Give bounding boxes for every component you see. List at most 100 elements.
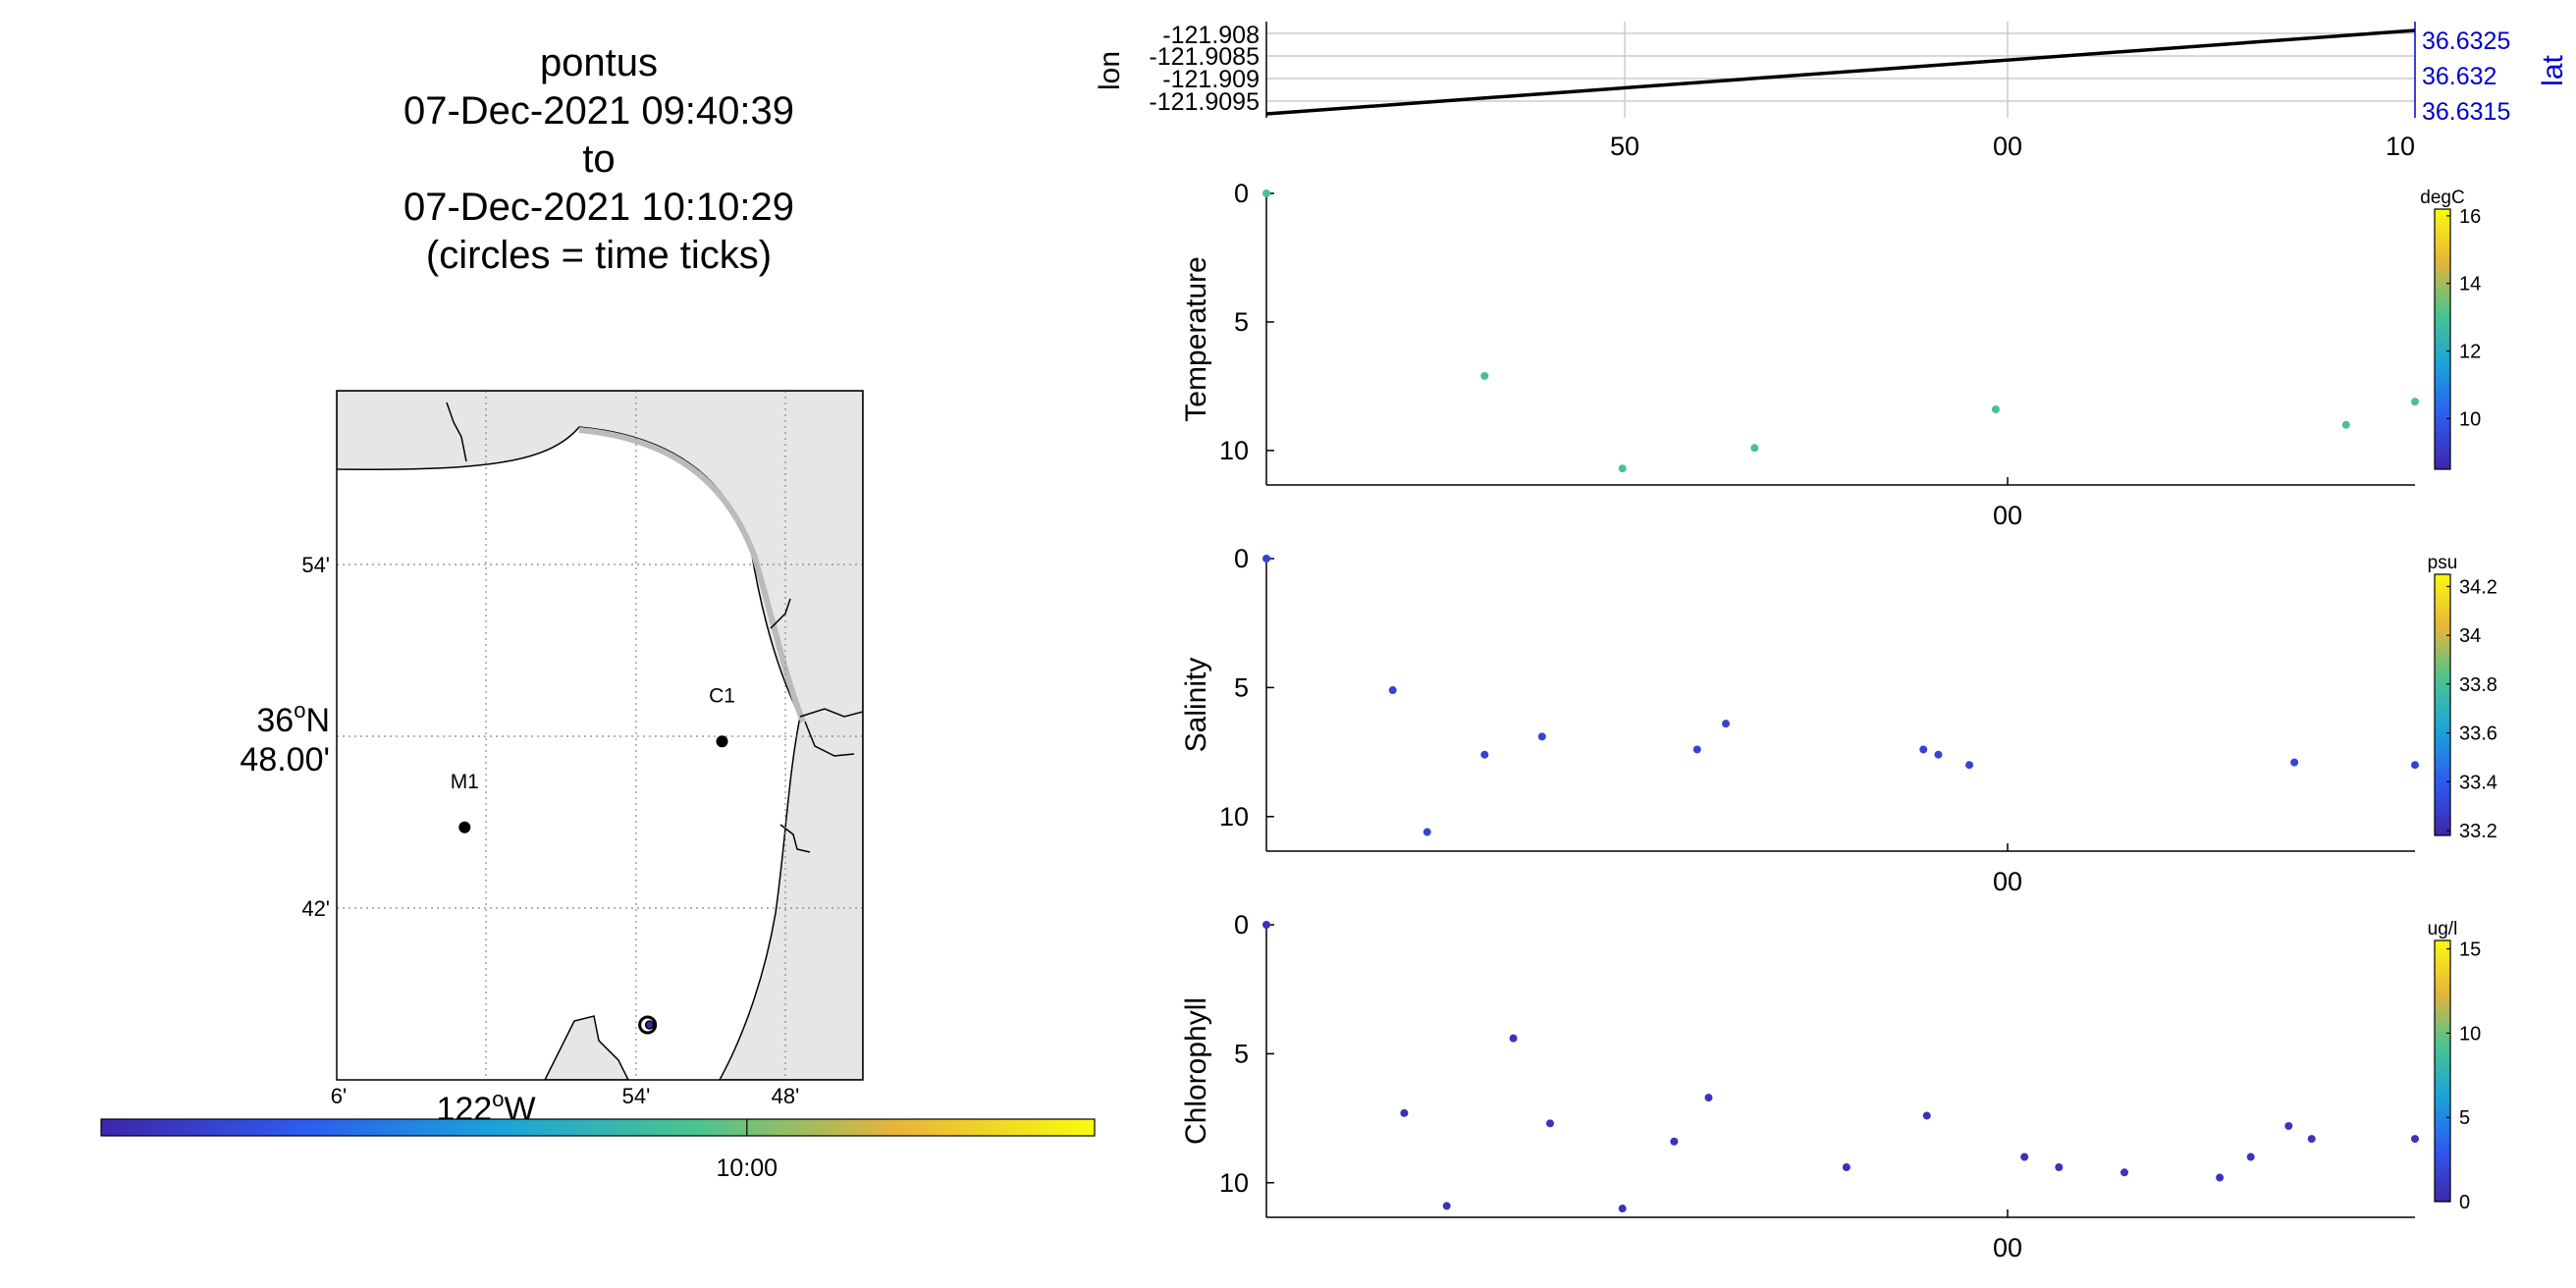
temperature-point-5 (2341, 420, 2350, 429)
map-river-3 (770, 598, 791, 629)
salinity-colorbar-unit: psu (2428, 553, 2458, 573)
map-lat-label-min: 48.00' (240, 741, 330, 778)
salinity-point-10 (2290, 758, 2299, 767)
salinity-colorbar-tick-label-3: 33.6 (2459, 724, 2497, 745)
map-coastline-shelf (578, 427, 806, 724)
temperature-x-tick-label: 00 (1993, 501, 2022, 530)
time-colorbar-gradient (100, 1118, 1096, 1137)
temperature-y-tick-label-2: 10 (1219, 436, 1249, 465)
station-label-c1: C1 (709, 684, 735, 707)
salinity-point-11 (2411, 761, 2419, 770)
lonlat-right-label: lat (2537, 54, 2569, 85)
lonlat-left-tick-1: -121.908 (1162, 22, 1260, 49)
map-harbor (779, 824, 811, 853)
map-frame (336, 390, 864, 1081)
title-line-1: pontus (539, 41, 659, 84)
map-lat-deg-value: 36 (256, 702, 294, 739)
lonlat-left-tick-2: -121.9085 (1149, 43, 1260, 71)
figure-title: pontus 07-Dec-2021 09:40:39 to 07-Dec-20… (255, 39, 942, 280)
chlorophyll-y-tick-label-0: 0 (1234, 910, 1249, 939)
chlorophyll-point-3 (1509, 1034, 1518, 1043)
map-lon-label-2: 54' (622, 1084, 651, 1108)
chlorophyll-point-7 (1704, 1094, 1713, 1102)
lonlat-right-tick-3: 36.6315 (2422, 98, 2510, 126)
temperature-point-6 (2411, 398, 2419, 406)
map-lon-label-3: 48' (772, 1084, 800, 1108)
temperature-colorbar-tick-label-1: 14 (2459, 274, 2481, 295)
temperature-colorbar-tick-label-0: 16 (2459, 206, 2481, 228)
map-lon-deg-sign: o (492, 1087, 504, 1111)
chlorophyll-point-15 (2284, 1121, 2293, 1130)
salinity-y-tick-label-0: 0 (1234, 544, 1249, 573)
title-line-3: to (582, 137, 616, 181)
temperature-y-label: Temperature (1180, 256, 1212, 421)
salinity-y-label: Salinity (1180, 658, 1212, 753)
lonlat-right-tick-1: 36.6325 (2422, 27, 2510, 55)
temperature-y-tick-label-1: 5 (1234, 307, 1249, 337)
salinity-point-1 (1388, 686, 1397, 695)
chlorophyll-panel: 0 5 10 00 Chlorophyll ug/l15 10 5 0 (1180, 910, 2481, 1262)
salinity-colorbar-tick-label-2: 33.8 (2459, 674, 2497, 696)
chlorophyll-point-12 (2120, 1168, 2128, 1177)
map-lat-deg-sign: o (294, 698, 305, 723)
temperature-colorbar-tick-label-2: 12 (2459, 342, 2481, 363)
station-marker-c1 (716, 735, 728, 748)
lonlat-right-tick-2: 36.632 (2422, 63, 2496, 90)
chlorophyll-point-6 (1670, 1137, 1679, 1146)
chlorophyll-point-13 (2216, 1173, 2225, 1182)
glider-position-marker (644, 1020, 655, 1030)
chlorophyll-point-4 (1545, 1119, 1554, 1128)
salinity-point-7 (1919, 745, 1928, 754)
salinity-colorbar-tick-label-5: 33.2 (2459, 821, 2497, 842)
salinity-x-tick-label: 00 (1993, 867, 2022, 896)
salinity-colorbar-tick-label-4: 33.4 (2459, 772, 2497, 793)
glider-time-tick-circle (638, 1015, 658, 1035)
salinity-point-4 (1537, 732, 1546, 741)
map-panel: 54' 36oN 48.00' 42' 6' 54' 48' 122oW C1M… (240, 390, 864, 1128)
station-label-m1: M1 (451, 771, 479, 793)
lonlat-panel: -121.908 -121.9085 -121.909 -121.9095 lo… (1094, 22, 2569, 161)
map-land (337, 391, 863, 1080)
chlorophyll-point-16 (2307, 1135, 2316, 1144)
temperature-point-4 (1991, 404, 2000, 413)
salinity-y-tick-label-1: 5 (1234, 672, 1249, 702)
map-river-2 (799, 708, 863, 757)
chlorophyll-colorbar-tick-label-2: 5 (2459, 1107, 2470, 1129)
time-colorbar: 10:00 (100, 1118, 1096, 1182)
station-marker-m1 (458, 821, 471, 833)
map-lat-label-bottom: 42' (301, 896, 330, 921)
chlorophyll-point-2 (1442, 1202, 1451, 1210)
chlorophyll-colorbar-unit: ug/l (2428, 919, 2458, 939)
lonlat-track-line (1265, 28, 2416, 116)
chlorophyll-point-10 (2020, 1153, 2029, 1161)
chlorophyll-point-8 (1842, 1163, 1851, 1172)
temperature-point-1 (1480, 371, 1489, 380)
lonlat-left-tick-3: -121.909 (1162, 66, 1260, 93)
chlorophyll-point-14 (2246, 1153, 2255, 1161)
map-stations: C1 M1 (451, 684, 735, 833)
chlorophyll-y-tick-label-2: 10 (1219, 1168, 1249, 1198)
chlorophyll-point-11 (2055, 1163, 2064, 1172)
map-lon-label-1: 6' (331, 1084, 347, 1108)
salinity-colorbar (2434, 573, 2451, 836)
chlorophyll-colorbar-tick-label-1: 10 (2459, 1023, 2481, 1045)
salinity-colorbar-tick-label-0: 34.2 (2459, 576, 2497, 598)
title-line-4: 07-Dec-2021 10:10:29 (402, 186, 795, 229)
salinity-point-0 (1262, 555, 1270, 563)
salinity-point-3 (1480, 750, 1489, 759)
chlorophyll-point-1 (1400, 1108, 1409, 1117)
map-glider-track (638, 1015, 658, 1035)
lonlat-x-tick-3: 10 (2386, 132, 2415, 161)
lonlat-x-tick-1: 50 (1610, 132, 1639, 161)
lonlat-left-tick-4: -121.9095 (1149, 88, 1260, 116)
chlorophyll-point-9 (1922, 1111, 1931, 1120)
chlorophyll-point-0 (1262, 921, 1270, 929)
map-lat-label-top: 54' (301, 553, 330, 577)
salinity-point-9 (1965, 761, 1974, 770)
chlorophyll-colorbar-tick-label-0: 15 (2459, 939, 2481, 961)
map-river-1 (446, 402, 467, 462)
salinity-point-5 (1692, 745, 1701, 754)
